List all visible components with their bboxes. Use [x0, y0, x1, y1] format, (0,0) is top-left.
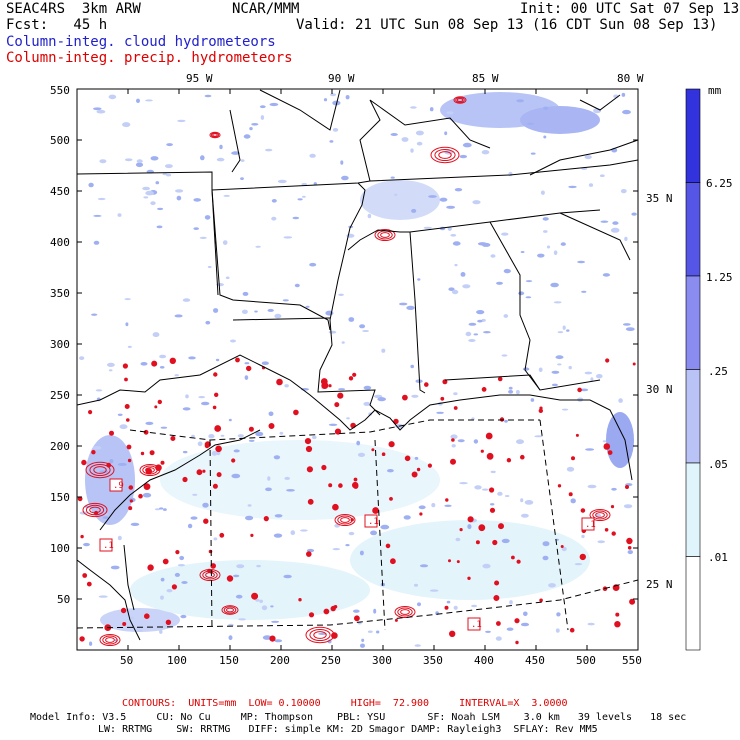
colorbar-level-label: .25	[708, 365, 728, 378]
y-tick-label: 250	[50, 389, 70, 402]
x-tick-label: 300	[372, 654, 392, 667]
init-time: Init: 00 UTC Sat 07 Sep 13	[520, 1, 740, 17]
colorbar-segment	[685, 462, 701, 557]
contour-label: .1	[368, 517, 379, 527]
x-tick-label: 550	[622, 654, 642, 667]
colorbar-segment	[685, 182, 701, 277]
y-tick-label: 500	[50, 134, 70, 147]
colorbar-segment	[685, 88, 701, 183]
colorbar-level-label: .05	[708, 458, 728, 471]
colorbar-segment	[685, 275, 701, 370]
y-tick-label: 450	[50, 185, 70, 198]
cloud-hydrometeor-shading	[79, 92, 637, 648]
x-tick-label: 350	[423, 654, 443, 667]
lon-label: 90 W	[328, 72, 355, 85]
contour-label: .1	[471, 620, 482, 630]
model-info-line1: Model Info: V3.5 CU: No Cu MP: Thompson …	[30, 712, 687, 723]
lon-label: 95 W	[186, 72, 213, 85]
precip-hydrometeor-contours	[77, 96, 636, 646]
contour-info: CONTOURS: UNITS=mm LOW= 0.10000 HIGH= 72…	[122, 698, 568, 709]
y-tick-label: 200	[50, 440, 70, 453]
x-tick-label: 100	[167, 654, 187, 667]
x-tick-label: 50	[120, 654, 134, 667]
lat-label: 25 N	[646, 578, 673, 591]
field-label-precip: Column-integ. precip. hydrometeors	[6, 50, 293, 66]
x-tick-label: 250	[321, 654, 341, 667]
lon-label: 80 W	[617, 72, 644, 85]
x-tick-label: 500	[576, 654, 596, 667]
colorbar	[685, 88, 701, 651]
y-tick-label: 100	[50, 542, 70, 555]
colorbar-segment	[685, 556, 701, 651]
lat-label: 30 N	[646, 383, 673, 396]
y-tick-label: 150	[50, 491, 70, 504]
model-title: SEAC4RS 3km ARW	[6, 1, 141, 17]
x-tick-label: 400	[474, 654, 494, 667]
x-tick-label: 200	[270, 654, 290, 667]
lon-label: 85 W	[472, 72, 499, 85]
plot-frame	[76, 88, 639, 651]
model-info-line2: LW: RRTMG SW: RRTMG DIFF: simple KM: 2D …	[98, 724, 598, 735]
x-tick-label: 150	[219, 654, 239, 667]
contour-label: .1	[103, 541, 114, 551]
y-tick-label: 350	[50, 287, 70, 300]
axis-ticks	[76, 88, 639, 651]
colorbar-level-label: 1.25	[706, 271, 733, 284]
colorbar-level-label: .01	[708, 551, 728, 564]
x-tick-label: 450	[525, 654, 545, 667]
forecast-hour: Fcst: 45 h	[6, 17, 108, 33]
organization-label: NCAR/MMM	[232, 1, 300, 17]
colorbar-level-label: 6.25	[706, 177, 733, 190]
contour-label: .9	[113, 481, 124, 491]
y-tick-label: 400	[50, 236, 70, 249]
field-label-cloud: Column-integ. cloud hydrometeors	[6, 34, 276, 50]
y-tick-label: 300	[50, 338, 70, 351]
colorbar-segment	[685, 369, 701, 464]
valid-time: Valid: 21 UTC Sun 08 Sep 13 (16 CDT Sun …	[296, 17, 718, 33]
geo-borders	[77, 89, 638, 641]
lat-label: 35 N	[646, 192, 673, 205]
y-tick-label: 50	[57, 593, 71, 606]
contour-label: .1	[585, 520, 596, 530]
y-tick-label: 550	[50, 84, 70, 97]
colorbar-unit: mm	[708, 84, 722, 97]
